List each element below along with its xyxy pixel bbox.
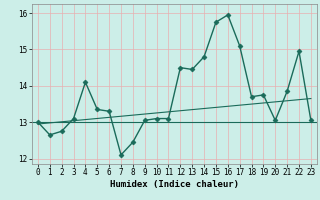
X-axis label: Humidex (Indice chaleur): Humidex (Indice chaleur) [110,180,239,189]
